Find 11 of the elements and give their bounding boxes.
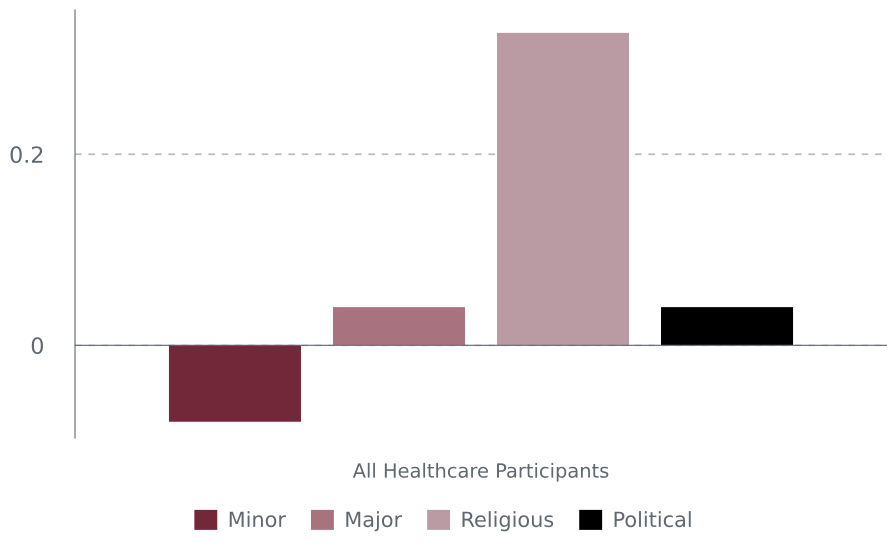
- bar: [332, 307, 466, 346]
- y-tick-label: 0.2: [10, 146, 42, 164]
- bar: [661, 307, 794, 346]
- y-tick-label: 0: [32, 337, 43, 354]
- legend-label: Minor: [230, 511, 286, 528]
- bar: [496, 32, 630, 346]
- legend-label: Major: [346, 511, 402, 532]
- legend-label: Religious: [462, 511, 554, 532]
- x-tick-label: All Healthcare Participants: [352, 462, 608, 482]
- legend-label: Political: [614, 511, 691, 528]
- bar: [168, 345, 301, 422]
